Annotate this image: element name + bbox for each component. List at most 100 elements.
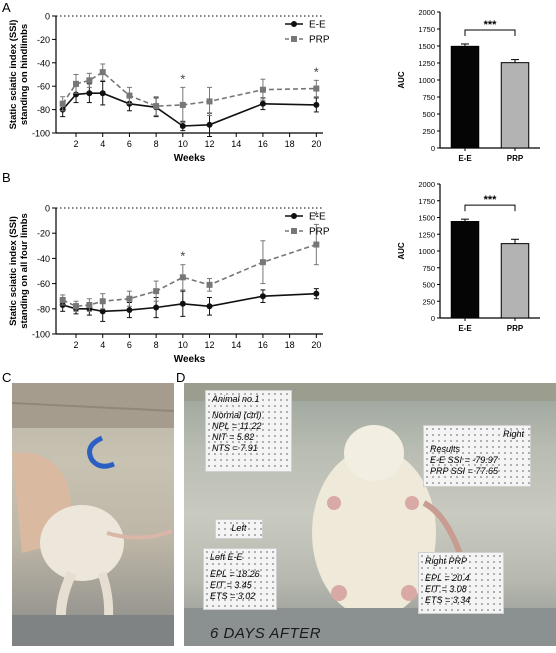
x-axis-label: Weeks (174, 354, 206, 365)
y-tick-label: -80 (37, 304, 50, 314)
x-tick-label: 6 (127, 139, 132, 149)
ssi-four-limbs-line-chart: 0 -20 -40 -60 -80 -100 2 4 6 8 10 12 14 16 18 20 Weeks St… (8, 204, 330, 366)
right-prp-title: Right PRP (425, 556, 468, 566)
animal-info-subtitle: Normal (ctrl) (212, 410, 262, 420)
y-tick-label: 1750 (418, 197, 435, 206)
bar-prp (500, 62, 530, 149)
y-tick-label: -20 (37, 229, 50, 239)
ssi-hindlimbs-line-chart: 0 -20 -40 -60 -80 -100 2 4 6 8 10 12 14 16 18 20 Weeks St… (8, 12, 330, 165)
legend-label: PRP (309, 35, 330, 46)
x-tick-label: 18 (285, 139, 295, 149)
legend-marker (291, 228, 297, 234)
results-line: PRP SSI = 77.65 (430, 466, 498, 476)
data-point (99, 69, 106, 76)
panel-letter-d: D (176, 370, 186, 385)
data-point (86, 77, 93, 84)
y-axis-label-line: Static sciatic index (SSI) (8, 216, 19, 326)
left-ee-line: ETS = 3.02 (210, 591, 256, 601)
data-point (86, 302, 93, 309)
series-line-prp (62, 243, 317, 308)
y-axis-label-line: standing on all four limbs (19, 213, 30, 329)
y-tick-label: 750 (422, 93, 435, 102)
significance-marker: * (314, 64, 319, 79)
y-tick-label: -40 (37, 58, 50, 68)
series-line-e-e (62, 292, 317, 313)
y-tick-label: 0 (45, 204, 50, 214)
x-tick-label: 20 (311, 139, 321, 149)
y-tick-label: 2000 (418, 180, 435, 189)
left-label: Left (231, 523, 247, 533)
y-tick-label: 1750 (418, 25, 435, 34)
results-box-heading: Results (430, 444, 461, 454)
x-tick-label: 12 (205, 340, 215, 350)
legend-label: E-E (309, 212, 326, 223)
x-tick-label: 6 (127, 340, 132, 350)
series-line-e-e (62, 92, 317, 127)
x-tick-label: PRP (507, 154, 524, 163)
x-tick-label: 8 (154, 139, 159, 149)
data-point (179, 274, 186, 281)
data-point (313, 85, 320, 92)
y-axis-label: AUC (397, 71, 406, 89)
data-point (86, 90, 93, 97)
x-tick-label: E-E (458, 154, 472, 163)
y-tick-label: 750 (422, 264, 435, 273)
data-point (259, 86, 266, 93)
photo-c-rat-hindlimb (12, 383, 174, 646)
significance-bracket (464, 29, 516, 36)
bar-prp (500, 243, 530, 319)
legend-marker (291, 36, 297, 42)
x-tick-label: PRP (507, 324, 524, 333)
y-axis-label-line: standing on hindlimbs (19, 24, 30, 125)
right-prp-box: Right PRP EPL = 20.4 EIT = 3.08 ETS = 3.… (418, 552, 504, 614)
y-tick-label: 1500 (418, 214, 435, 223)
x-tick-label: 10 (178, 340, 188, 350)
animal-info-line: NPL = 11.22 (212, 421, 262, 431)
left-ee-title: Left E-E (210, 552, 243, 562)
animal-info-line: NTS = 7.91 (212, 443, 258, 453)
y-axis-label: Static sciatic index (SSI)standing on al… (8, 213, 30, 329)
y-tick-label: 1000 (418, 247, 435, 256)
data-point (206, 281, 213, 288)
y-tick-label: -20 (37, 35, 50, 45)
y-tick-label: 1500 (418, 42, 435, 51)
data-point (126, 307, 133, 314)
y-tick-label: -80 (37, 105, 50, 115)
data-point (259, 259, 266, 266)
panel-letter-c: C (2, 370, 12, 385)
significance-marker: * (180, 249, 185, 264)
ssi-hindlimbs-auc-bar-chart: 0 250 500 750 1000 1250 1500 1750 2000 AUC E-E PRP *… (397, 8, 540, 163)
left-ee-box: Left E-E EPL = 18.26 EIT = 3.45 ETS = 3.… (203, 548, 277, 610)
y-tick-label: 500 (422, 281, 435, 290)
y-axis-label: Static sciatic index (SSI)standing on hi… (8, 20, 30, 130)
x-tick-label: 18 (285, 340, 295, 350)
y-tick-label: 0 (431, 144, 435, 153)
x-tick-label: 20 (311, 340, 321, 350)
data-point (259, 293, 266, 300)
y-tick-label: 1000 (418, 76, 435, 85)
y-tick-label: 1250 (418, 230, 435, 239)
x-tick-label: 2 (74, 340, 79, 350)
animal-info-title: Animal no.1 (212, 394, 260, 404)
left-label-box: Left (215, 519, 263, 539)
x-tick-label: 10 (178, 139, 188, 149)
y-tick-label: 0 (45, 12, 50, 22)
y-tick-label: 0 (431, 314, 435, 323)
y-tick-label: -100 (32, 129, 50, 139)
data-point (99, 90, 106, 97)
bar-e-e (450, 221, 480, 319)
x-tick-label: 8 (154, 340, 159, 350)
x-tick-label: 16 (258, 340, 268, 350)
panel-letter-b: B (2, 170, 11, 185)
significance-label: *** (484, 194, 498, 206)
y-axis-label-line: Static sciatic index (SSI) (8, 20, 19, 130)
y-tick-label: 250 (422, 127, 435, 136)
data-point (206, 98, 213, 105)
data-point (313, 241, 320, 248)
data-point (59, 296, 66, 303)
data-point (153, 288, 160, 295)
data-point (153, 103, 160, 110)
results-box-side: Right (502, 429, 524, 439)
significance-label: *** (484, 19, 498, 31)
legend-marker (291, 21, 297, 27)
